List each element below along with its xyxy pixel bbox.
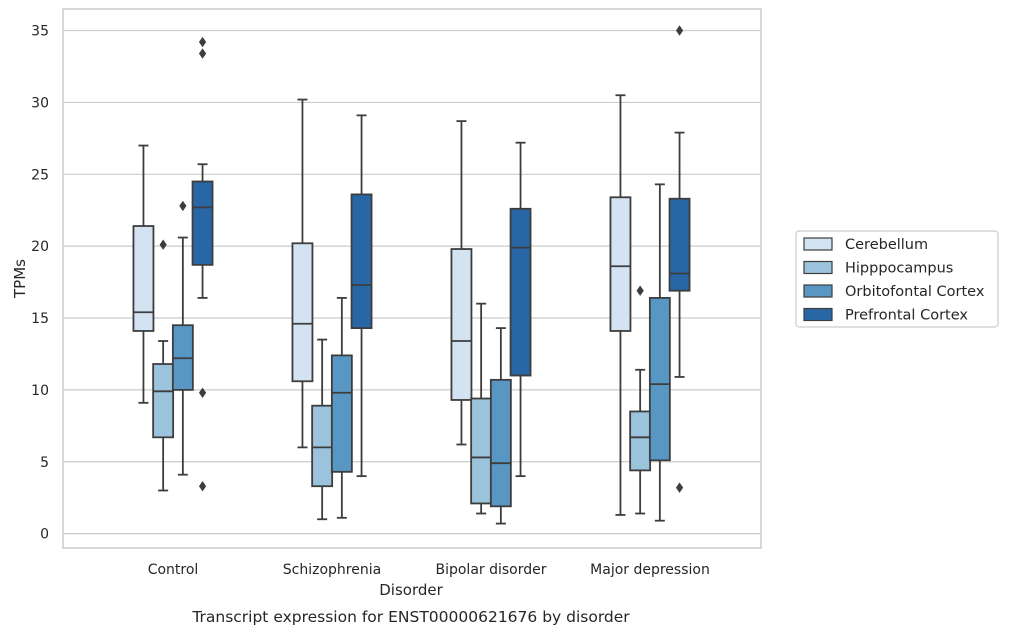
outlier-point xyxy=(675,482,684,493)
outlier-point xyxy=(675,25,684,36)
y-tick-label: 25 xyxy=(31,167,49,183)
box-body xyxy=(668,197,691,292)
legend-swatch xyxy=(803,307,833,322)
y-tick-labels: 0 5 10 15 20 25 30 35 xyxy=(31,24,49,543)
box xyxy=(629,285,652,515)
box-body xyxy=(191,180,214,266)
box xyxy=(191,36,214,492)
legend-label: Orbitofontal Cortex xyxy=(845,284,985,300)
outlier-point xyxy=(198,480,207,492)
box-body xyxy=(450,248,473,401)
box-body xyxy=(291,242,314,383)
box xyxy=(330,297,353,519)
box xyxy=(668,25,691,493)
legend: Cerebellum Hipppocampus Orbitofontal Corte… xyxy=(795,230,999,328)
x-tick-labels: Control Schizophrenia Bipolar disorder Majo… xyxy=(148,562,710,578)
series-hipppocampus xyxy=(152,239,652,521)
x-axis-label: Disorder xyxy=(379,581,443,599)
box-body xyxy=(132,225,155,332)
box-body xyxy=(152,363,175,439)
box-body xyxy=(648,297,671,462)
box-body xyxy=(470,397,493,505)
box xyxy=(311,338,334,521)
box xyxy=(450,120,473,446)
series-prefrontal-cortex xyxy=(191,25,691,493)
y-tick-label: 20 xyxy=(31,239,49,255)
legend-label: Hipppocampus xyxy=(845,261,953,277)
x-tick-label: Bipolar disorder xyxy=(435,562,546,578)
x-tick-label: Schizophrenia xyxy=(283,562,381,578)
y-axis-label: TPMs xyxy=(11,259,29,299)
outlier-point xyxy=(636,285,644,296)
outlier-point xyxy=(198,387,207,398)
box xyxy=(648,183,671,522)
box xyxy=(132,144,155,404)
box-body xyxy=(609,196,632,332)
outlier-point xyxy=(198,36,207,48)
box-body xyxy=(509,207,532,377)
outlier-point xyxy=(159,239,167,250)
box xyxy=(291,98,314,449)
box xyxy=(171,200,194,476)
box xyxy=(609,94,632,516)
x-tick-label: Control xyxy=(148,562,199,578)
series-orbitofontal-cortex xyxy=(171,183,671,525)
legend-swatch xyxy=(803,260,833,275)
outlier-point xyxy=(179,200,187,212)
box xyxy=(509,141,532,478)
box xyxy=(152,239,175,492)
chart-caption: Transcript expression for ENST0000062167… xyxy=(191,608,630,626)
x-tick-label: Major depression xyxy=(590,562,710,578)
box-body xyxy=(489,378,512,508)
legend-swatch xyxy=(803,237,833,251)
legend-label: Cerebellum xyxy=(845,237,928,253)
box-body xyxy=(350,193,373,329)
y-tick-label: 10 xyxy=(31,383,49,399)
legend-swatch xyxy=(803,284,833,298)
y-tick-label: 15 xyxy=(31,311,49,327)
box-body xyxy=(311,404,334,488)
plot-frame xyxy=(62,8,762,549)
box-body xyxy=(330,354,353,473)
box xyxy=(350,114,373,478)
legend-label: Prefrontal Cortex xyxy=(845,308,968,324)
y-tick-label: 35 xyxy=(31,24,49,40)
legend-frame xyxy=(795,230,999,328)
y-tick-label: 0 xyxy=(40,527,49,543)
y-tick-label: 5 xyxy=(40,455,49,471)
series-cerebellum xyxy=(132,94,632,516)
y-tick-label: 30 xyxy=(31,95,49,111)
box xyxy=(489,327,512,525)
box-series xyxy=(132,25,691,525)
box-body xyxy=(629,410,652,472)
outlier-point xyxy=(198,48,207,59)
